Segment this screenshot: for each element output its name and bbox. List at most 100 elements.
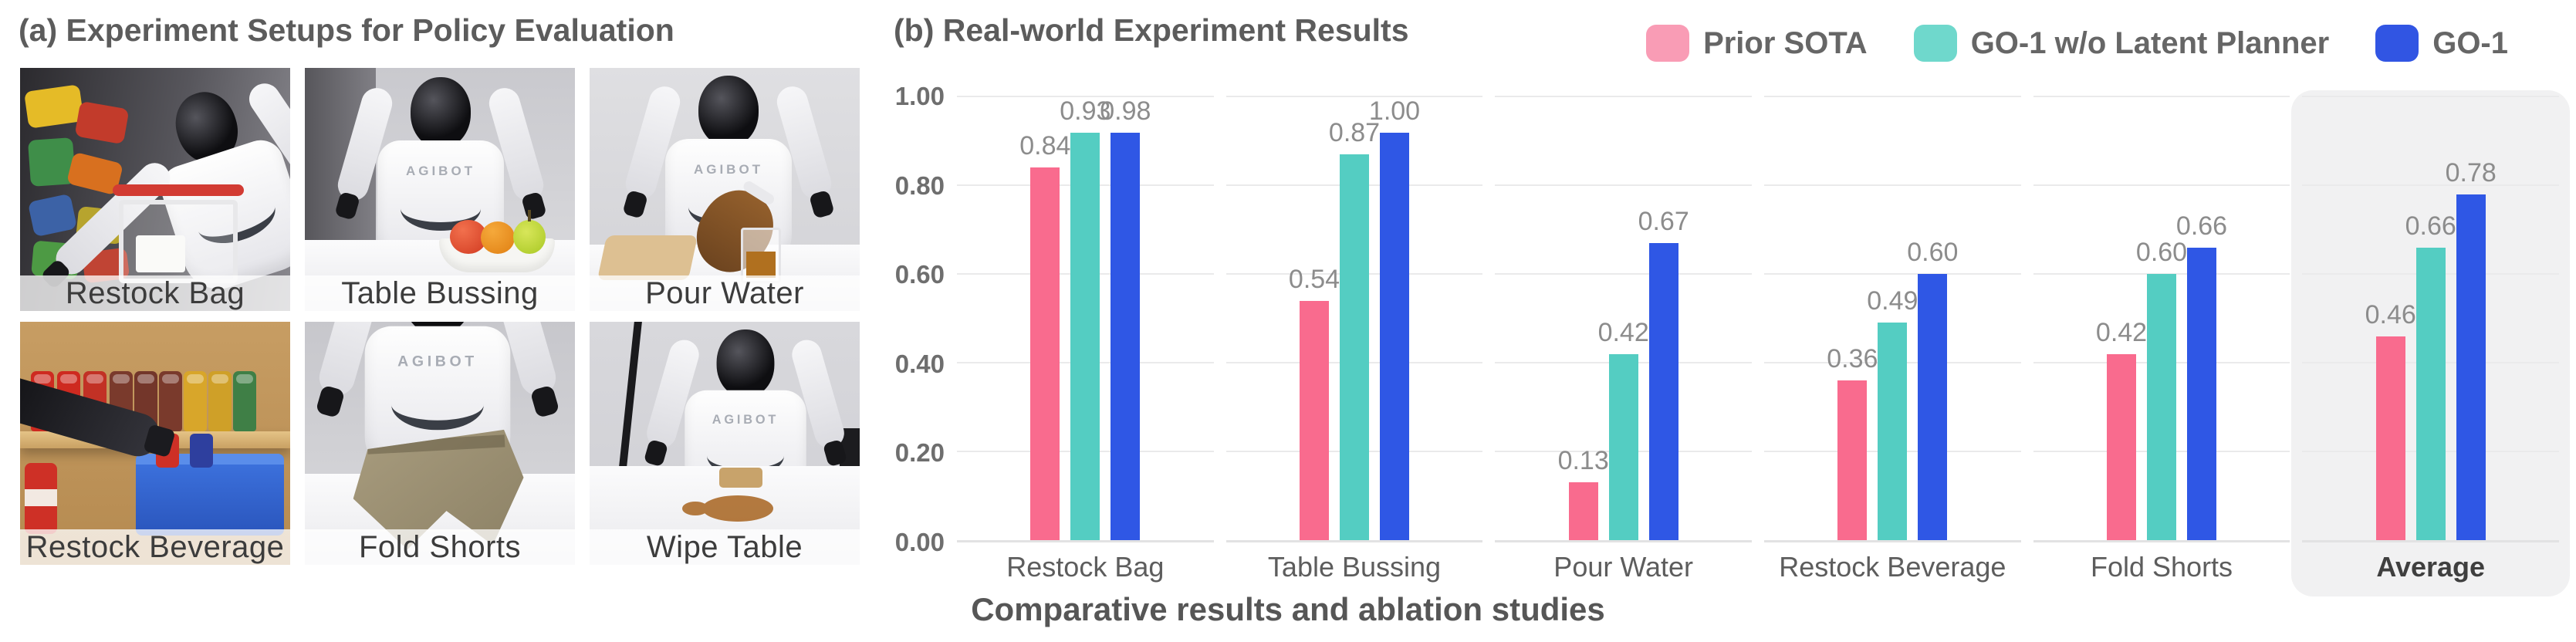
bar-column: 0.66	[2405, 96, 2456, 540]
bar-value-label: 0.67	[1638, 206, 1689, 236]
red-can	[25, 463, 57, 534]
y-tick-label: 0.20	[894, 438, 945, 468]
bar-value-label: 0.78	[2445, 157, 2497, 188]
gridline	[2033, 96, 2290, 97]
orange	[481, 221, 515, 254]
bar-column: 1.00	[1369, 96, 1420, 540]
bar-prior-sota-restock-bag	[1030, 167, 1060, 540]
robot-chest-arc	[401, 187, 481, 231]
bar-prior-sota-pour-water	[1568, 482, 1598, 540]
legend-label: Prior SOTA	[1703, 25, 1868, 60]
bar-go-1-average	[2456, 194, 2486, 540]
bar-value-label: 0.46	[2365, 299, 2416, 329]
gridline	[1764, 96, 2021, 97]
photo-restock-beverage: Restock Beverage	[20, 322, 290, 565]
gridline	[2302, 96, 2560, 97]
bar-go-1-w-o-latent-planner-table-bussing	[1340, 154, 1369, 540]
y-tick-label: 0.00	[894, 528, 945, 556]
gridline	[1495, 96, 1753, 97]
gridline	[2302, 184, 2560, 186]
bar-cluster: 0.54 0.87 1.00	[1226, 96, 1483, 540]
robot-brand-text: AGIBOT	[712, 412, 779, 427]
bar-group-restock-beverage: 0.36 0.49 0.60 Restock Beverage	[1764, 96, 2021, 583]
bar-go-1-w-o-latent-planner-average	[2415, 247, 2446, 540]
cart-box	[136, 235, 185, 272]
bar-value-label: 0.66	[2405, 211, 2456, 241]
gridline	[2033, 184, 2290, 186]
sponge	[719, 468, 762, 488]
robot-brand-text: AGIBOT	[405, 164, 476, 178]
legend-item-prior-sota: Prior SOTA	[1646, 25, 1868, 62]
gridline	[1495, 184, 1753, 186]
legend-swatch-go1-wo-latent-planner	[1913, 25, 1957, 62]
blue-crate	[136, 434, 284, 536]
photo-restock-bag: AGIBOT Restock Bag	[20, 68, 290, 311]
bar-group-table-bussing: 0.54 0.87 1.00 Table Bussing	[1225, 96, 1483, 583]
x-category-label: Restock Bag	[1006, 551, 1165, 583]
legend-label: GO-1 w/o Latent Planner	[1970, 25, 2330, 60]
fruit-bowl	[439, 210, 555, 272]
bar-cluster: 0.13 0.42 0.67	[1495, 96, 1752, 540]
bar-prior-sota-table-bussing	[1300, 300, 1329, 540]
y-tick-label: 0.60	[894, 260, 945, 289]
panel-b-title: (b) Real-world Experiment Results	[894, 12, 1409, 48]
bar-prior-sota-fold-shorts	[2107, 353, 2137, 540]
bar-group-restock-bag: 0.84 0.93 0.98 Restock Bag	[957, 96, 1214, 583]
photo-label: Restock Beverage	[20, 529, 290, 565]
robot-brand-text: AGIBOT	[397, 353, 478, 370]
bar-cluster: 0.46 0.66 0.78	[2302, 96, 2559, 540]
pear	[513, 210, 546, 254]
y-tick-label: 0.80	[894, 171, 945, 200]
bar-go-1-w-o-latent-planner-fold-shorts	[2147, 274, 2177, 540]
bar-value-label: 1.00	[1368, 96, 1421, 126]
bar-go-1-w-o-latent-planner-pour-water	[1608, 353, 1638, 540]
bar-go-1-table-bussing	[1380, 133, 1409, 540]
bar-value-label: 0.66	[2175, 211, 2228, 241]
gridline	[1225, 96, 1483, 97]
bar-value-label: 0.98	[1100, 96, 1151, 126]
bar-prior-sota-average	[2375, 336, 2405, 540]
spill	[682, 495, 773, 522]
legend-item-go1-wo-latent-planner: GO-1 w/o Latent Planner	[1913, 25, 2330, 62]
figure-caption: Comparative results and ablation studies	[971, 591, 1605, 627]
panel-a-title: (a) Experiment Setups for Policy Evaluat…	[19, 12, 674, 48]
bar-prior-sota-restock-beverage	[1837, 380, 1868, 540]
x-category-label: Restock Beverage	[1779, 551, 2006, 583]
legend-label: GO-1	[2432, 25, 2508, 60]
bar-go-1-w-o-latent-planner-restock-bag	[1070, 133, 1100, 540]
bar-cluster: 0.36 0.49 0.60	[1764, 96, 2021, 540]
bar-value-label: 0.42	[1597, 317, 1649, 347]
bar-group-average: 0.46 0.66 0.78 Average	[2302, 96, 2560, 583]
photo-pour-water: AGIBOT Pour Water	[590, 68, 860, 311]
photo-label: Pour Water	[590, 275, 860, 311]
bar-value-label: 0.36	[1827, 344, 1878, 373]
bar-go-1-pour-water	[1648, 242, 1678, 540]
experiment-photo-grid: AGIBOT Restock Bag AGIBOT	[20, 68, 860, 565]
robot-brand-text: AGIBOT	[693, 162, 764, 177]
crate-can	[190, 434, 213, 468]
bar-go-1-restock-bag	[1111, 133, 1141, 540]
bar-column: 0.13	[1558, 96, 1609, 540]
bar-group-fold-shorts: 0.42 0.60 0.66 Fold Shorts	[2033, 96, 2290, 583]
robot-head	[698, 76, 759, 147]
bar-value-label: 0.60	[1907, 238, 1959, 267]
robot-head	[716, 329, 775, 398]
legend: Prior SOTA GO-1 w/o Latent Planner GO-1	[1646, 25, 2508, 62]
robot-chest-arc	[391, 380, 484, 431]
bar-value-label: 0.54	[1288, 264, 1340, 294]
bar-go-1-restock-beverage	[1918, 274, 1948, 540]
gridline	[1495, 273, 1753, 275]
bar-column: 0.98	[1100, 96, 1151, 540]
photo-label: Fold Shorts	[305, 529, 575, 565]
shopping-cart	[113, 184, 244, 283]
snack-bag	[27, 193, 78, 238]
gridline	[957, 96, 1214, 97]
bar-cluster: 0.84 0.93 0.98	[957, 96, 1214, 540]
beverage-bottle	[208, 371, 232, 431]
bar-column: 0.66	[2176, 96, 2227, 540]
photo-label: Wipe Table	[590, 529, 860, 565]
snack-bag	[24, 84, 84, 129]
bar-group-pour-water: 0.13 0.42 0.67 Pour Water	[1495, 96, 1753, 583]
bar-chart: 0.00 0.20 0.40 0.60 0.80 1.00 0.84 0.93 0.98 Res…	[895, 83, 2570, 596]
